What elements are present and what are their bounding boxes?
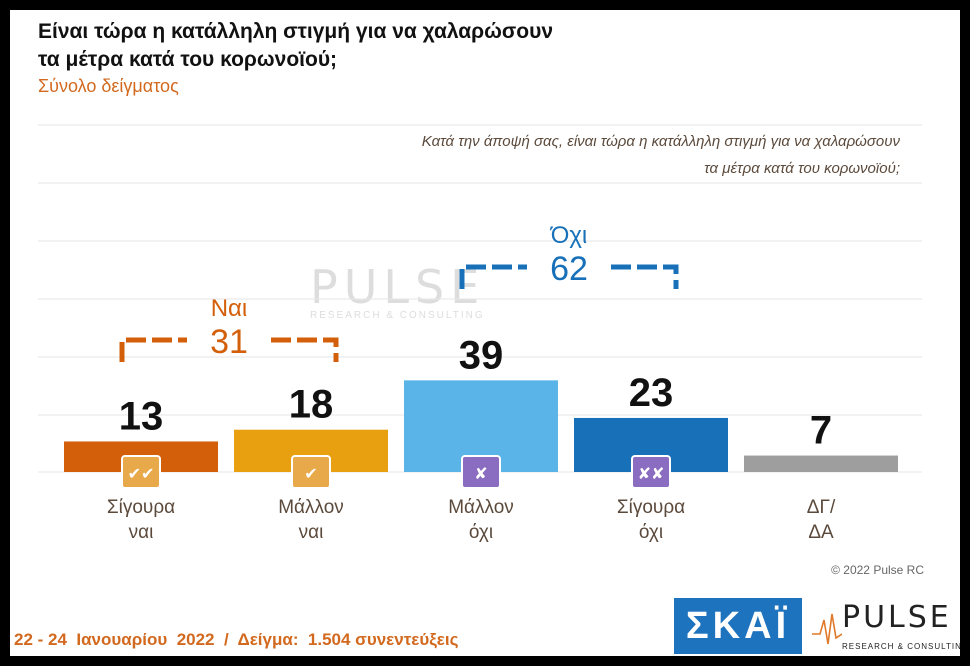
category-label: Σίγουρα	[617, 497, 685, 518]
bar	[744, 455, 898, 472]
survey-footer: 22 - 24 Ιανουαρίου 2022 / Δείγμα: 1.504 …	[14, 630, 459, 649]
pulse-logo-word: PULSE	[842, 600, 952, 635]
category-label: όχι	[469, 522, 493, 543]
group-label: Όχι	[550, 222, 588, 249]
bar-value-label: 23	[629, 371, 674, 415]
title-line-2: τα μέτρα κατά του κορωνοϊού;	[38, 48, 338, 71]
category-label: Σίγουρα	[107, 497, 175, 518]
title-line-1: Είναι τώρα η κατάλληλη στιγμή για να χαλ…	[38, 20, 554, 43]
bracket-line	[271, 337, 339, 362]
icon-glyph: ✔✔	[128, 464, 155, 483]
bar-value-label: 18	[289, 383, 334, 427]
bar-value-label: 13	[119, 394, 164, 438]
category-label: ναι	[129, 522, 154, 543]
category-label: όχι	[639, 522, 663, 543]
bracket-line	[611, 264, 679, 289]
watermark-sub: RESEARCH & CONSULTING	[310, 310, 485, 321]
icon-glyph: ✔	[304, 464, 317, 483]
pulse-logo: PULSE RESEARCH & CONSULTING	[812, 600, 960, 654]
skai-logo: ΣΚΑΪ	[674, 598, 802, 654]
cross-icon: ✘	[461, 455, 501, 489]
check-icon: ✔	[291, 455, 331, 489]
pulse-logo-sub: RESEARCH & CONSULTING	[842, 642, 960, 651]
icon-badge	[461, 455, 501, 489]
pulse-watermark: PULSE RESEARCH & CONSULTING	[310, 260, 485, 321]
icon-badge	[291, 455, 331, 489]
copyright-text: © 2022 Pulse RC	[831, 563, 924, 577]
chart-subtitle: Σύνολο δείγματος	[38, 76, 179, 96]
chart-title: Είναι τώρα η κατάλληλη στιγμή για να χαλ…	[38, 18, 553, 74]
category-label: Μάλλον	[448, 497, 514, 518]
bracket-line	[459, 264, 527, 289]
question-line-1: Κατά την άποψή σας, είναι τώρα η κατάλλη…	[421, 133, 900, 150]
group-label: Ναι	[211, 295, 248, 322]
watermark-word: PULSE	[310, 260, 486, 314]
bar-value-label: 7	[810, 409, 832, 453]
category-label: ναι	[299, 522, 324, 543]
question-line-2: τα μέτρα κατά του κορωνοϊού;	[704, 160, 900, 177]
bar-chart: 13 ✔✔ Σίγουρα ναι 18 ✔ Μάλλον ναι 39 ✘ Μάλλον όχι 23…	[38, 124, 922, 543]
category-label: Μάλλον	[278, 497, 344, 518]
icon-glyph: ✘✘	[638, 464, 665, 483]
category-label: ΔΑ	[808, 522, 834, 543]
question-text: Κατά την άποψή σας, είναι τώρα η κατάλλη…	[422, 128, 900, 182]
icon-badge	[121, 455, 161, 489]
bracket-line	[119, 337, 187, 362]
category-label: ΔΓ/	[807, 497, 836, 518]
double-check-icon: ✔✔	[121, 455, 161, 489]
bar-value-label: 39	[459, 333, 504, 377]
icon-glyph: ✘	[474, 464, 487, 483]
double-cross-icon: ✘✘	[631, 455, 671, 489]
pulse-wave-icon	[812, 613, 842, 645]
icon-badge	[631, 455, 671, 489]
chart-panel: Είναι τώρα η κατάλληλη στιγμή για να χαλ…	[10, 10, 960, 656]
group-total-value: 31	[210, 323, 248, 361]
group-total-value: 62	[550, 250, 588, 288]
